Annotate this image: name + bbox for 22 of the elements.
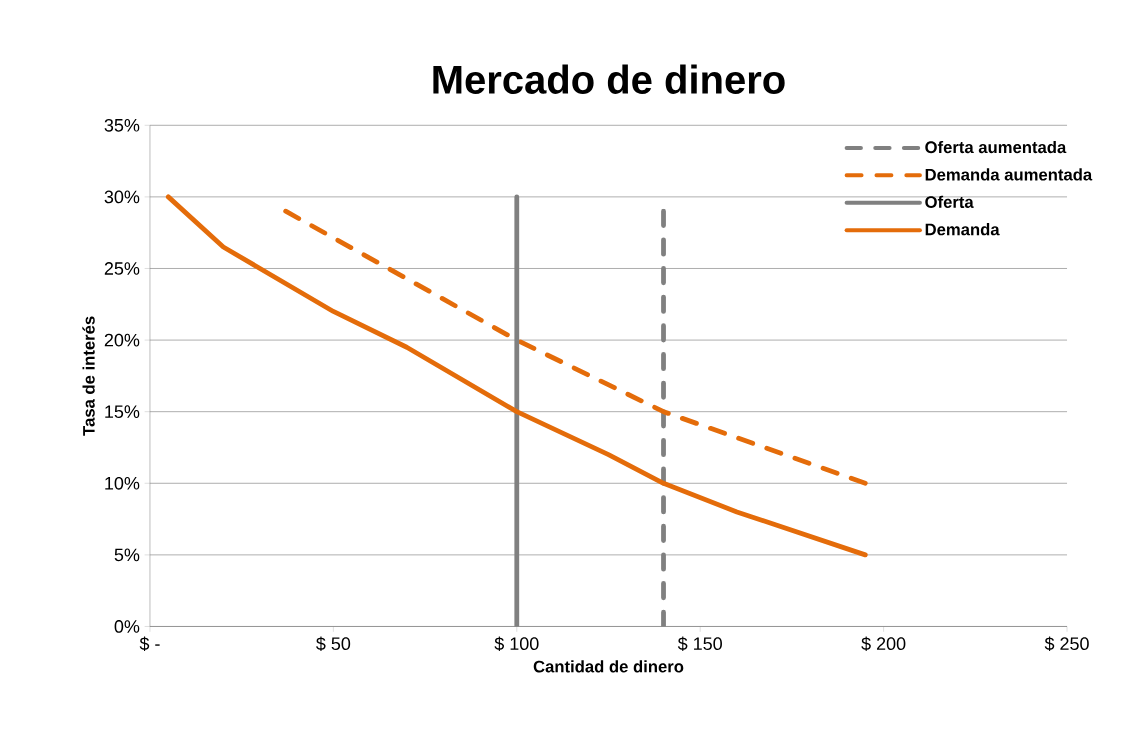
line-series	[283, 208, 868, 486]
y-tick-label: 0%	[114, 619, 140, 633]
x-tick-label: $ -	[139, 636, 160, 651]
y-tick-label: 35%	[104, 118, 140, 132]
x-axis-title: Cantidad de dinero	[533, 660, 684, 673]
x-tick-label: $ 100	[494, 636, 539, 651]
x-tick-label: $ 250	[1044, 636, 1089, 651]
x-tick-label: $ 50	[316, 636, 351, 651]
legend-label: Demanda aumentada	[925, 168, 1093, 181]
legend-label: Oferta	[925, 195, 974, 208]
y-axis-title: Tasa de interés	[82, 316, 95, 436]
x-tick-label: $ 150	[677, 636, 722, 651]
y-tick-label: 30%	[104, 190, 140, 204]
legend-label: Demanda	[925, 222, 1000, 236]
y-tick-label: 15%	[105, 405, 140, 418]
legend-label: Oferta aumentada	[925, 140, 1067, 153]
y-tick-label: 10%	[105, 476, 140, 490]
x-tick-label: $ 200	[861, 636, 906, 651]
y-tick-label: 5%	[114, 548, 140, 561]
y-tick-label: 25%	[104, 261, 140, 275]
y-tick-label: 20%	[104, 333, 140, 347]
chart-title: Mercado de dinero	[433, 64, 785, 94]
